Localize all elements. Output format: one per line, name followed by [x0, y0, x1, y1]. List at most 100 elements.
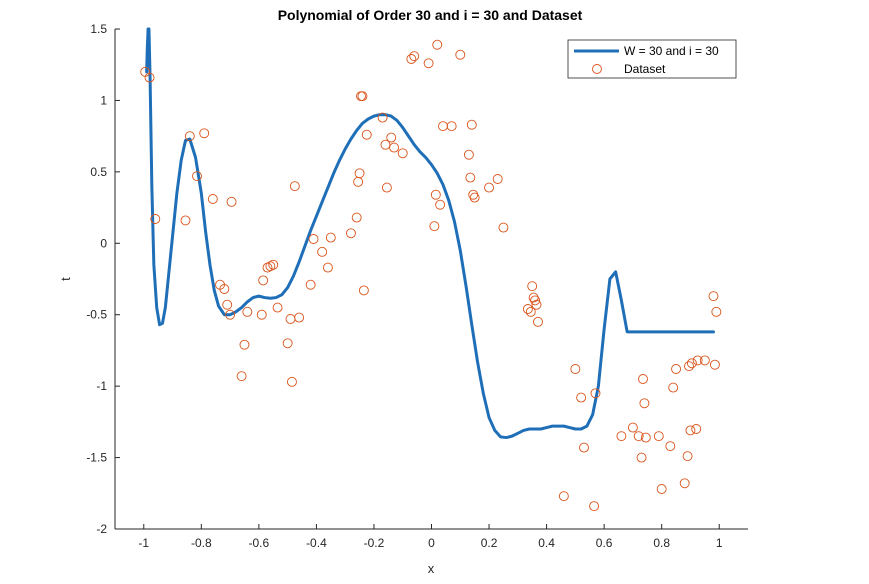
data-point	[308, 234, 319, 244]
data-point	[579, 442, 589, 453]
data-point	[242, 306, 253, 317]
series-layer	[140, 27, 722, 512]
data-point	[492, 174, 503, 184]
fit-curve	[145, 27, 715, 440]
data-point	[616, 431, 627, 442]
x-tick-label: -0.2	[364, 536, 385, 550]
data-point	[692, 355, 703, 366]
data-point	[272, 302, 283, 313]
data-point	[207, 194, 218, 204]
y-tick-label: -1	[96, 379, 107, 393]
data-point	[184, 131, 195, 142]
data-point	[322, 262, 333, 273]
x-tick-label: 0.2	[481, 536, 498, 550]
y-ticks: 1.5 1 0.5 0 -0.5 -1 -1.5 -2	[86, 22, 120, 536]
data-point	[633, 431, 644, 442]
x-axis-title: x	[428, 561, 435, 576]
data-point	[380, 139, 391, 150]
data-point	[570, 364, 581, 374]
plot-area: -1 -0.8 -0.6 -0.4 -0.2 0 0.2 0.4 0.6 0.8 1 1.5 1 0.5…	[86, 22, 748, 550]
data-point	[665, 441, 676, 452]
data-point	[686, 358, 697, 369]
data-point	[287, 376, 297, 387]
data-point	[325, 232, 336, 243]
data-point	[590, 388, 601, 399]
x-tick-label: -0.6	[249, 536, 270, 550]
data-point	[361, 129, 372, 140]
data-point	[389, 142, 400, 153]
data-point	[638, 374, 648, 384]
x-tick-label: 0	[428, 536, 435, 550]
data-point	[711, 306, 722, 317]
data-point	[351, 212, 362, 223]
data-point	[430, 189, 441, 200]
data-point	[528, 292, 539, 303]
data-point	[636, 452, 647, 463]
data-point	[268, 259, 279, 270]
x-tick-label: 0.6	[596, 536, 613, 550]
y-tick-label: 1	[100, 93, 107, 107]
data-point	[463, 149, 474, 160]
data-point	[468, 189, 479, 200]
data-point	[656, 484, 667, 494]
y-tick-label: -2	[96, 522, 107, 536]
data-point	[150, 214, 161, 224]
legend: W = 30 and i = 30 Dataset	[567, 39, 737, 79]
y-tick-label: -1.5	[86, 451, 107, 465]
data-point	[282, 338, 293, 349]
x-tick-label: -0.4	[306, 536, 327, 550]
data-point	[258, 275, 269, 286]
y-tick-label: -0.5	[86, 308, 107, 322]
y-axis-title: t	[58, 277, 73, 281]
data-point	[289, 181, 300, 192]
data-point	[525, 306, 536, 317]
data-point	[469, 192, 480, 203]
data-point	[653, 431, 664, 442]
data-point	[685, 425, 696, 436]
data-point	[435, 199, 446, 210]
data-point	[589, 501, 600, 512]
data-point	[377, 112, 388, 123]
legend-label-fit: W = 30 and i = 30	[624, 44, 719, 58]
data-point	[533, 316, 543, 327]
data-point	[381, 182, 392, 193]
data-point	[199, 128, 210, 139]
legend-label-dataset: Dataset	[624, 62, 666, 76]
x-tick-label: 0.8	[653, 536, 670, 550]
data-point	[225, 309, 236, 320]
data-point	[691, 424, 702, 434]
data-point	[397, 148, 408, 159]
x-tick-label: 1	[716, 536, 723, 550]
data-point	[354, 168, 365, 179]
chart-title: Polynomial of Order 30 and i = 30 and Da…	[278, 7, 583, 23]
data-point	[294, 312, 305, 323]
data-point	[498, 222, 509, 233]
data-point	[226, 196, 237, 207]
data-point	[406, 54, 417, 64]
data-point	[219, 284, 230, 294]
data-point	[699, 355, 710, 366]
data-point	[679, 478, 690, 489]
data-point	[531, 299, 542, 310]
data-point	[222, 299, 233, 310]
data-point	[317, 246, 328, 257]
data-point	[484, 182, 494, 193]
data-point	[409, 51, 420, 62]
data-point	[256, 309, 267, 320]
data-point	[386, 132, 397, 143]
y-tick-label: 0.5	[90, 165, 107, 179]
data-point	[708, 291, 719, 302]
data-point	[640, 432, 651, 443]
data-point	[357, 91, 368, 102]
data-point	[682, 451, 693, 462]
data-point	[446, 121, 457, 132]
data-point	[429, 221, 440, 232]
data-point	[192, 171, 202, 182]
x-tick-label: -1	[138, 536, 149, 550]
data-point	[262, 262, 273, 273]
data-point	[423, 58, 434, 69]
data-point	[576, 392, 587, 403]
data-point	[671, 364, 682, 374]
